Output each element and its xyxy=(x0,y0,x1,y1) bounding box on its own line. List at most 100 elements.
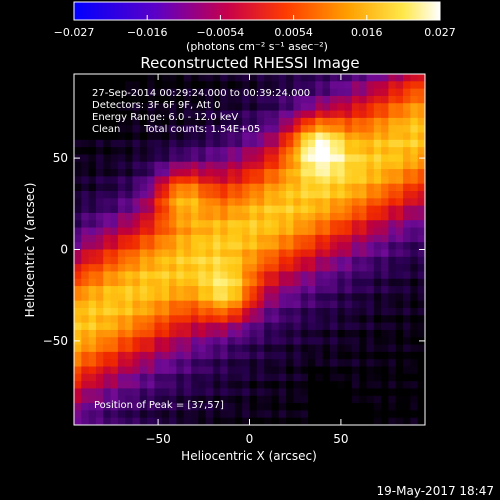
heatmap-cell xyxy=(388,132,397,141)
heatmap-cell xyxy=(344,154,353,163)
heatmap-cell xyxy=(88,351,97,360)
heatmap-cell xyxy=(286,191,294,199)
heatmap-cell xyxy=(176,293,185,302)
heatmap-cell xyxy=(147,286,156,294)
heatmap-cell xyxy=(81,315,90,324)
heatmap-cell xyxy=(315,329,324,338)
heatmap-cell xyxy=(278,103,287,112)
heatmap-cell xyxy=(110,110,119,119)
heatmap-cell xyxy=(212,81,221,90)
heatmap-cell xyxy=(308,154,316,163)
heatmap-cell xyxy=(359,95,368,104)
heatmap-cell xyxy=(227,205,236,214)
heatmap-cell xyxy=(88,278,97,287)
heatmap-cell xyxy=(344,139,353,148)
heatmap-cell xyxy=(191,395,199,404)
heatmap-cell xyxy=(315,183,324,192)
heatmap-cell xyxy=(234,154,243,163)
heatmap-cell xyxy=(395,293,404,302)
heatmap-cell xyxy=(212,417,221,425)
heatmap-cell xyxy=(183,278,192,287)
heatmap-cell xyxy=(95,198,104,207)
heatmap-cell xyxy=(337,103,346,112)
heatmap-cell xyxy=(315,351,324,360)
heatmap-cell xyxy=(88,74,97,82)
heatmap-cell xyxy=(329,81,338,90)
heatmap-cell xyxy=(315,242,324,251)
heatmap-cell xyxy=(110,74,119,82)
heatmap-cell xyxy=(169,359,177,368)
heatmap-cell xyxy=(132,161,141,170)
heatmap-cell xyxy=(125,154,134,163)
heatmap-cell xyxy=(286,95,294,104)
heatmap-cell xyxy=(220,395,229,404)
heatmap-cell xyxy=(169,344,177,353)
x-axis-label: Heliocentric X (arcsec) xyxy=(181,449,317,463)
heatmap-cell xyxy=(132,322,141,331)
heatmap-cell xyxy=(117,103,126,112)
heatmap-cell xyxy=(103,373,112,382)
heatmap-cell xyxy=(169,286,177,294)
heatmap-cell xyxy=(88,183,97,192)
heatmap-cell xyxy=(95,359,104,368)
heatmap-cell xyxy=(315,154,324,163)
heatmap-cell xyxy=(329,205,338,214)
heatmap-cell xyxy=(366,234,375,243)
heatmap-cell xyxy=(117,381,126,390)
heatmap-cell xyxy=(351,205,360,214)
heatmap-cell xyxy=(344,286,353,294)
heatmap-cell xyxy=(205,315,214,324)
heatmap-cell xyxy=(74,117,82,126)
heatmap-cell xyxy=(176,249,185,258)
heatmap-cell xyxy=(322,212,331,221)
heatmap-cell xyxy=(88,198,97,207)
heatmap-cell xyxy=(169,132,177,141)
heatmap-cell xyxy=(417,256,425,265)
heatmap-cell xyxy=(234,242,243,251)
heatmap-cell xyxy=(329,154,338,163)
heatmap-cell xyxy=(395,373,404,382)
heatmap-cell xyxy=(161,198,170,207)
heatmap-cell xyxy=(176,264,185,273)
heatmap-cell xyxy=(242,271,251,280)
heatmap-cell xyxy=(198,176,207,185)
heatmap-cell xyxy=(308,125,316,134)
heatmap-cell xyxy=(366,154,375,163)
heatmap-cell xyxy=(103,388,112,397)
heatmap-cell xyxy=(110,403,119,411)
heatmap-cell xyxy=(410,417,419,425)
heatmap-cell xyxy=(256,125,265,134)
heatmap-cell xyxy=(125,300,134,309)
heatmap-cell xyxy=(110,264,119,273)
heatmap-cell xyxy=(264,359,273,368)
heatmap-cell xyxy=(381,81,390,90)
heatmap-cell xyxy=(161,147,170,156)
heatmap-cell xyxy=(139,300,148,309)
heatmap-cell xyxy=(410,147,419,156)
heatmap-cell xyxy=(191,139,199,148)
heatmap-cell xyxy=(388,81,397,90)
heatmap-cell xyxy=(103,154,112,163)
heatmap-cell xyxy=(81,366,90,375)
heatmap-cell xyxy=(278,351,287,360)
heatmap-cell xyxy=(88,154,97,163)
heatmap-cell xyxy=(191,351,199,360)
heatmap-cell xyxy=(95,183,104,192)
heatmap-cell xyxy=(74,212,82,221)
heatmap-cell xyxy=(264,417,273,425)
heatmap-cell xyxy=(293,373,302,382)
heatmap-cell xyxy=(395,227,404,236)
heatmap-cell xyxy=(191,410,199,419)
heatmap-cell xyxy=(95,161,104,170)
heatmap-cell xyxy=(300,337,309,346)
heatmap-cell xyxy=(139,271,148,280)
heatmap-cell xyxy=(293,139,302,148)
heatmap-cell xyxy=(264,322,273,331)
heatmap-cell xyxy=(322,344,331,353)
heatmap-cell xyxy=(110,212,119,221)
heatmap-cell xyxy=(366,322,375,331)
heatmap-cell xyxy=(293,117,302,126)
heatmap-cell xyxy=(117,351,126,360)
heatmap-cell xyxy=(169,198,177,207)
heatmap-cell xyxy=(169,147,177,156)
